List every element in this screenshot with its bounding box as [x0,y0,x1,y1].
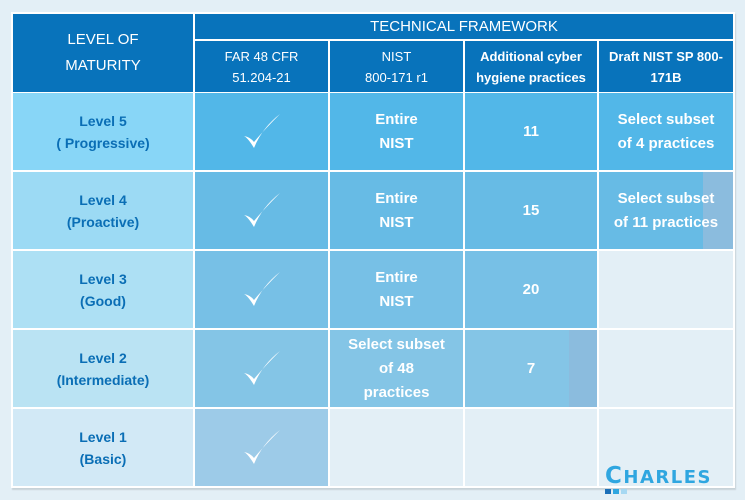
highlight-stripe [569,330,597,407]
level-1-nist-cell [330,409,463,486]
level-5-far-cell [195,93,328,170]
header-additional-cyber-hygiene: Additional cyber hygiene practices [465,41,597,92]
logo-rest: HARLES [623,467,712,488]
check-mark-icon [243,429,280,464]
header-nist-800-171: NIST 800-171 r1 [330,41,463,92]
charles-logo: CHARLES [605,463,712,494]
level-2-additional-cell: 7 [465,330,597,407]
check-mark-icon [243,350,280,385]
level-3-nist-cell: Entire NIST [330,251,463,328]
level-2-draft-cell [599,330,733,407]
logo-squares-icon [605,489,712,494]
level-4-label: Level 4 (Proactive) [13,172,193,249]
level-3-additional-cell: 20 [465,251,597,328]
charles-logo-text: CHARLES [605,463,712,489]
level-5-draft-cell: Select subset of 4 practices [599,93,733,170]
level-5-label: Level 5 ( Progressive) [13,93,193,170]
level-4-draft-text: Select subset of 11 practices [613,189,719,231]
level-3-label: Level 3 (Good) [13,251,193,328]
level-1-far-cell [195,409,328,486]
level-3-far-cell [195,251,328,328]
level-2-nist-cell: Select subset of 48 practices [330,330,463,407]
check-mark-icon [243,271,280,306]
logo-first-letter: C [605,463,624,489]
level-4-additional-cell: 15 [465,172,597,249]
level-1-label: Level 1 (Basic) [13,409,193,486]
level-4-far-cell [195,172,328,249]
header-far-48-cfr: FAR 48 CFR 51.204-21 [195,41,328,92]
level-4-draft-cell: Select subset of 11 practices [599,172,733,249]
level-2-label: Level 2 (Intermediate) [13,330,193,407]
level-3-draft-cell [599,251,733,328]
header-technical-framework: TECHNICAL FRAMEWORK [195,14,733,39]
level-5-additional-cell: 11 [465,93,597,170]
header-draft-nist-sp-800-171b: Draft NIST SP 800- 171B [599,41,733,92]
check-mark-icon [243,192,280,227]
level-2-additional-text: 7 [526,359,536,377]
check-mark-icon [243,113,280,148]
highlight-stripe [703,172,733,249]
level-1-additional-cell [465,409,597,486]
header-level-of-maturity: LEVEL OF MATURITY [13,14,193,92]
level-4-nist-cell: Entire NIST [330,172,463,249]
level-5-nist-cell: Entire NIST [330,93,463,170]
level-1-draft-cell [599,409,733,486]
level-2-far-cell [195,330,328,407]
